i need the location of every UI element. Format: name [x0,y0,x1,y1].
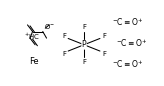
Text: F: F [82,24,86,30]
Text: P: P [82,40,86,49]
Text: F: F [102,33,106,39]
Text: F: F [62,51,66,57]
Text: F: F [62,33,66,39]
Text: $^{-}$C$\equiv$O$^{+}$: $^{-}$C$\equiv$O$^{+}$ [112,59,144,70]
Text: Fe: Fe [29,57,39,66]
Text: F: F [82,59,86,65]
Text: O$^{-}$: O$^{-}$ [44,22,55,31]
Text: $^{+}$HC: $^{+}$HC [24,32,40,42]
Text: $^{-}$C$\equiv$O$^{+}$: $^{-}$C$\equiv$O$^{+}$ [112,16,144,28]
Text: F: F [102,51,106,57]
Text: $^{-}$C$\equiv$O$^{+}$: $^{-}$C$\equiv$O$^{+}$ [116,38,147,49]
